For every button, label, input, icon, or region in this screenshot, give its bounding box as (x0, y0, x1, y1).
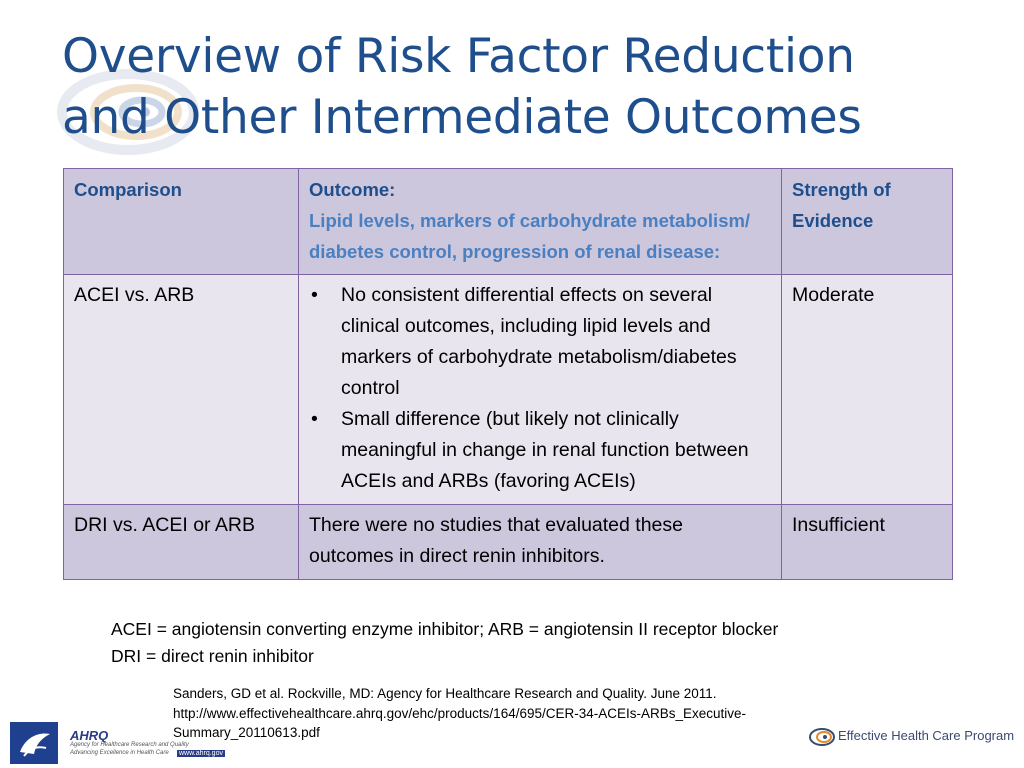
cell-comparison: ACEI vs. ARB (63, 274, 299, 505)
header-outcome: Outcome: Lipid levels, markers of carboh… (298, 168, 782, 275)
hhs-eagle-icon (10, 722, 58, 764)
ahrq-logo: AHRQ Agency for Healthcare Research and … (10, 720, 225, 764)
title-line-1: Overview of Risk Factor Reduction (62, 29, 855, 84)
title-line-2: and Other Intermediate Outcomes (62, 90, 862, 145)
ehc-logo: Effective Health Care Program (808, 724, 1014, 750)
cell-strength: Insufficient (781, 504, 953, 580)
abbreviation-line: DRI = direct renin inhibitor (111, 646, 314, 666)
list-item: Small difference (but likely not clinica… (311, 404, 771, 497)
citation-url: http://www.effectivehealthcare.ahrq.gov/… (173, 705, 747, 721)
ahrq-tagline-2: Advancing Excellence in Health Care (70, 750, 169, 756)
citation-line: Sanders, GD et al. Rockville, MD: Agency… (173, 686, 717, 701)
abbreviation-line: ACEI = angiotensin converting enzyme inh… (111, 619, 779, 639)
list-item: No consistent differential effects on se… (311, 280, 771, 404)
header-strength: Strength of Evidence (781, 168, 953, 275)
header-outcome-detail: Lipid levels, markers of carbohydrate me… (309, 210, 751, 262)
abbreviations-note: ACEI = angiotensin converting enzyme inh… (111, 616, 778, 670)
swirl-watermark-icon (57, 69, 199, 155)
table-header-row: Comparison Outcome: Lipid levels, marker… (63, 168, 953, 275)
cell-comparison: DRI vs. ACEI or ARB (63, 504, 299, 580)
header-comparison: Comparison (63, 168, 299, 275)
citation-line: Summary_20110613.pdf (173, 725, 320, 740)
header-outcome-label: Outcome: (309, 179, 396, 200)
ehc-swirl-icon (809, 728, 835, 746)
ahrq-url: www.ahrq.gov (177, 750, 225, 757)
ehc-name: Effective Health Care Program (838, 728, 1015, 743)
ahrq-tagline: Agency for Healthcare Research and Quali… (70, 742, 189, 748)
table-row: DRI vs. ACEI or ARB There were no studie… (63, 504, 953, 580)
evidence-table: Comparison Outcome: Lipid levels, marker… (63, 168, 953, 580)
cell-outcome: No consistent differential effects on se… (298, 274, 782, 505)
cell-strength: Moderate (781, 274, 953, 505)
page-title: Overview of Risk Factor Reduction and Ot… (62, 26, 982, 148)
ahrq-name: AHRQ (70, 728, 109, 743)
outcome-bullet-list: No consistent differential effects on se… (309, 280, 771, 497)
table-row: ACEI vs. ARB No consistent differential … (63, 274, 953, 505)
cell-outcome: There were no studies that evaluated the… (298, 504, 782, 580)
citation: Sanders, GD et al. Rockville, MD: Agency… (173, 684, 873, 743)
